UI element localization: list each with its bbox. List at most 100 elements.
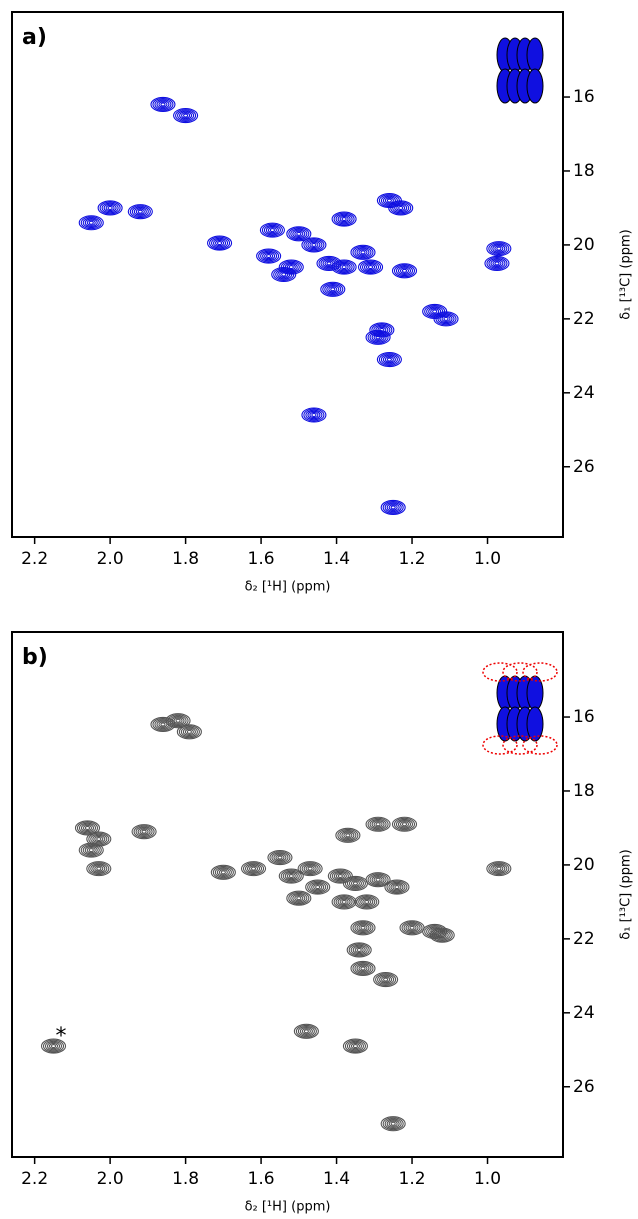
contour-line bbox=[74, 820, 101, 836]
contour-line bbox=[433, 311, 459, 327]
contour-line bbox=[288, 873, 294, 879]
contour-line bbox=[379, 975, 393, 984]
contour-line bbox=[384, 502, 402, 513]
contour-line bbox=[330, 287, 336, 292]
contour-line bbox=[494, 245, 504, 252]
contour-line bbox=[158, 721, 168, 728]
contour-line bbox=[367, 330, 389, 344]
contour-line bbox=[297, 1025, 315, 1037]
contour-line bbox=[339, 215, 349, 223]
contour-line bbox=[337, 214, 351, 224]
y-tick-label: 26 bbox=[573, 1077, 595, 1097]
peak bbox=[271, 266, 297, 283]
contour-line bbox=[403, 922, 421, 934]
contour-line bbox=[362, 898, 372, 906]
contour-line bbox=[269, 851, 291, 864]
peak bbox=[365, 816, 391, 832]
x-tick-label: 1.8 bbox=[172, 1169, 199, 1189]
contour-line bbox=[177, 110, 195, 121]
contour-line bbox=[131, 824, 157, 840]
contour-line bbox=[178, 725, 200, 739]
peak bbox=[346, 942, 372, 958]
contour-line bbox=[78, 822, 97, 834]
contour-line bbox=[315, 885, 321, 890]
contour-line bbox=[246, 864, 261, 873]
contour-line bbox=[92, 864, 106, 873]
contour-line bbox=[490, 243, 508, 254]
contour-line bbox=[86, 219, 96, 226]
contour-line bbox=[244, 863, 263, 874]
contour-line bbox=[360, 966, 366, 971]
contour-line bbox=[369, 874, 387, 886]
contour-line bbox=[263, 224, 281, 236]
contour-line bbox=[346, 942, 372, 958]
contour-line bbox=[337, 828, 359, 842]
contour-line bbox=[432, 309, 438, 314]
contour-line bbox=[301, 237, 327, 253]
contour-line bbox=[401, 822, 408, 827]
contour-line bbox=[373, 876, 383, 883]
contour-line bbox=[278, 868, 304, 884]
peak bbox=[331, 211, 357, 227]
peak bbox=[150, 716, 176, 732]
contour-line bbox=[305, 865, 315, 872]
contour-line bbox=[350, 960, 376, 976]
contour-line bbox=[179, 111, 193, 120]
contour-line bbox=[80, 216, 102, 230]
contour-line bbox=[360, 250, 366, 255]
contour-line bbox=[281, 272, 287, 277]
peak bbox=[278, 868, 304, 884]
contour-line bbox=[273, 268, 295, 281]
contour-line bbox=[365, 263, 376, 271]
contour-line bbox=[303, 864, 317, 873]
x-tick-label: 1.0 bbox=[474, 549, 501, 569]
contour-line bbox=[337, 262, 351, 272]
contour-line bbox=[169, 715, 187, 727]
contour-line bbox=[299, 1027, 313, 1036]
contour-line bbox=[398, 205, 404, 211]
contour-line bbox=[329, 869, 351, 883]
contour-line bbox=[107, 205, 113, 211]
peak bbox=[380, 1116, 406, 1132]
contour-line bbox=[273, 853, 287, 862]
contour-line bbox=[484, 255, 510, 271]
contour-line bbox=[313, 883, 323, 891]
contour-line bbox=[250, 866, 257, 871]
contour-line bbox=[84, 825, 91, 831]
peak bbox=[259, 222, 285, 238]
peak bbox=[350, 920, 376, 936]
panel: b) 2.2 2.0 1.8 1.6 1.4 1.2 1.0 16 18 20 22 24 26 δ₂ [¹… bbox=[11, 631, 634, 1215]
contour-line bbox=[331, 259, 357, 275]
contour-line bbox=[286, 872, 296, 880]
contour-line bbox=[214, 866, 232, 878]
contour-line bbox=[354, 246, 372, 258]
peak bbox=[388, 200, 414, 216]
contour-line bbox=[361, 261, 380, 273]
contour-line bbox=[220, 870, 226, 875]
peak bbox=[320, 281, 346, 297]
contour-line bbox=[213, 238, 227, 248]
contour-line bbox=[286, 263, 296, 271]
y-tick-label: 18 bbox=[573, 161, 595, 181]
contour-line bbox=[292, 229, 306, 239]
contour-line bbox=[496, 866, 502, 871]
contour-line bbox=[176, 724, 202, 740]
contour-line bbox=[335, 261, 353, 273]
contour-line bbox=[44, 1040, 63, 1052]
contour-line bbox=[352, 245, 374, 259]
panel-title: b) bbox=[22, 645, 48, 670]
contour-line bbox=[375, 822, 381, 827]
y-axis-label: δ₁ [¹³C] (ppm) bbox=[619, 229, 634, 319]
peak bbox=[327, 868, 353, 884]
x-tick-label: 1.4 bbox=[323, 1169, 350, 1189]
contour-line bbox=[78, 842, 104, 858]
contour-line bbox=[488, 862, 510, 876]
contour-line bbox=[333, 871, 347, 881]
peak bbox=[176, 724, 202, 740]
contour-line bbox=[439, 314, 453, 324]
peak bbox=[335, 827, 361, 843]
peak bbox=[267, 849, 293, 866]
contour-line bbox=[171, 716, 185, 725]
contour-line bbox=[341, 216, 347, 222]
